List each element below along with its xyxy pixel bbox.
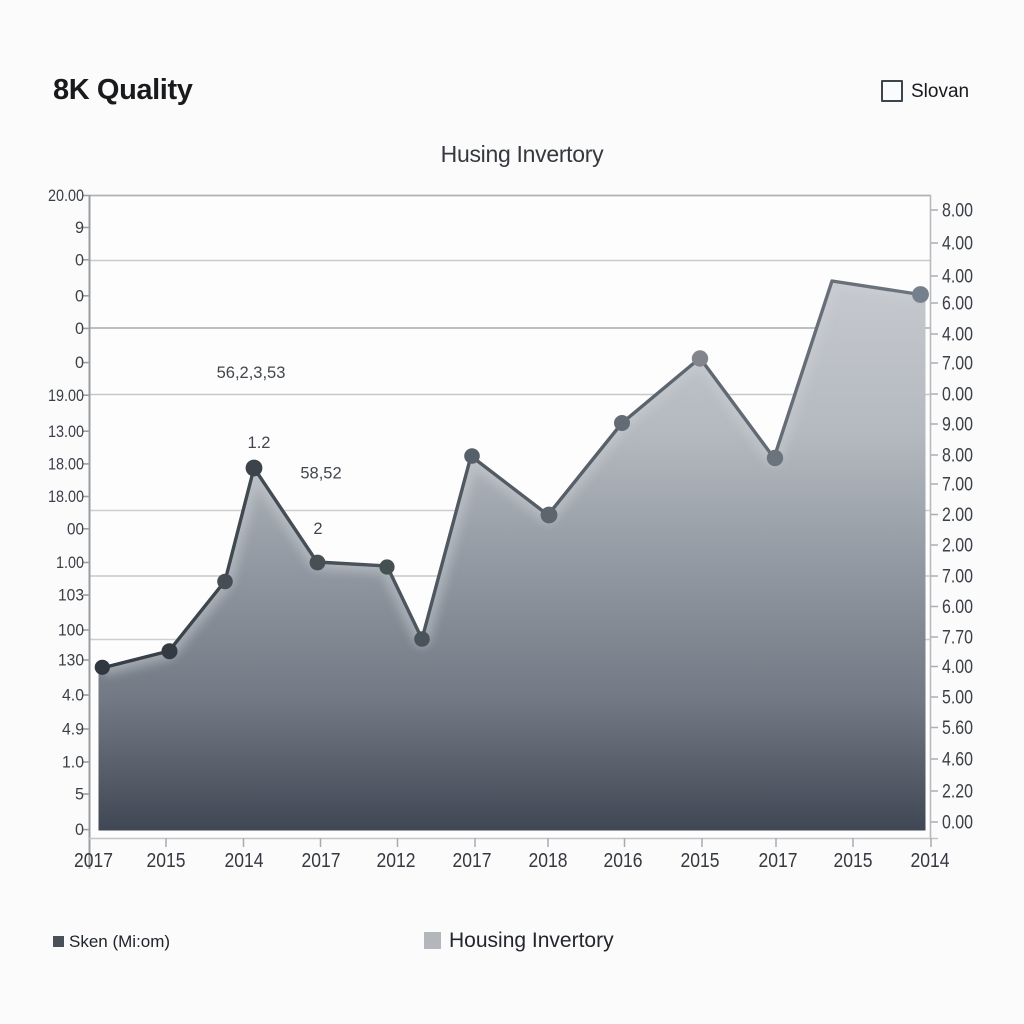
svg-text:0: 0 — [75, 319, 84, 338]
svg-text:5: 5 — [75, 785, 84, 804]
svg-text:2017: 2017 — [759, 849, 798, 872]
svg-text:0.00: 0.00 — [942, 813, 973, 834]
svg-text:1.0: 1.0 — [62, 753, 84, 772]
svg-text:4.0: 4.0 — [62, 686, 84, 705]
svg-text:2015: 2015 — [834, 849, 873, 872]
svg-text:0: 0 — [75, 820, 84, 839]
svg-text:9: 9 — [75, 218, 84, 237]
svg-text:2.20: 2.20 — [942, 782, 973, 803]
svg-text:1.00: 1.00 — [56, 553, 84, 572]
svg-text:6.00: 6.00 — [942, 597, 973, 618]
svg-text:0: 0 — [75, 287, 84, 306]
svg-text:4.00: 4.00 — [942, 325, 973, 346]
svg-text:100: 100 — [58, 621, 84, 640]
svg-text:0.00: 0.00 — [942, 385, 973, 406]
svg-text:18.00: 18.00 — [48, 487, 84, 506]
svg-text:4.00: 4.00 — [942, 234, 973, 255]
svg-text:130: 130 — [58, 651, 84, 670]
svg-text:9.00: 9.00 — [942, 415, 973, 436]
svg-text:103: 103 — [58, 586, 84, 605]
svg-text:2: 2 — [313, 520, 322, 538]
svg-text:5.60: 5.60 — [942, 718, 973, 739]
svg-text:2018: 2018 — [529, 849, 568, 872]
svg-text:2015: 2015 — [681, 849, 720, 872]
svg-text:2016: 2016 — [604, 849, 643, 872]
svg-text:1.2: 1.2 — [248, 434, 271, 452]
svg-text:7.00: 7.00 — [942, 567, 973, 588]
svg-text:00: 00 — [67, 520, 84, 539]
svg-text:0: 0 — [75, 353, 84, 372]
svg-text:19.00: 19.00 — [48, 386, 84, 405]
svg-text:7.00: 7.00 — [942, 475, 973, 496]
svg-text:0: 0 — [75, 251, 84, 270]
svg-text:56,2,3,53: 56,2,3,53 — [217, 364, 286, 382]
svg-text:7.70: 7.70 — [942, 628, 973, 649]
svg-text:8.00: 8.00 — [942, 446, 973, 467]
svg-text:2017: 2017 — [453, 849, 492, 872]
svg-text:2014: 2014 — [225, 849, 264, 872]
svg-text:2014: 2014 — [911, 849, 950, 872]
svg-text:18.00: 18.00 — [48, 455, 84, 474]
svg-text:4.00: 4.00 — [942, 657, 973, 678]
svg-text:2012: 2012 — [377, 849, 416, 872]
svg-text:13.00: 13.00 — [48, 422, 84, 441]
svg-text:8.00: 8.00 — [942, 201, 973, 222]
svg-text:2017: 2017 — [302, 849, 341, 872]
svg-text:7.00: 7.00 — [942, 354, 973, 375]
svg-text:4.60: 4.60 — [942, 750, 973, 771]
svg-text:2.00: 2.00 — [942, 536, 973, 557]
svg-text:58,52: 58,52 — [300, 465, 341, 483]
svg-text:4.9: 4.9 — [62, 720, 84, 739]
svg-text:6.00: 6.00 — [942, 294, 973, 315]
svg-text:20.00: 20.00 — [48, 186, 84, 205]
svg-text:5.00: 5.00 — [942, 688, 973, 709]
svg-text:2.00: 2.00 — [942, 505, 973, 526]
svg-text:2017: 2017 — [74, 849, 113, 872]
svg-text:4.00: 4.00 — [942, 267, 973, 288]
svg-text:2015: 2015 — [147, 849, 186, 872]
